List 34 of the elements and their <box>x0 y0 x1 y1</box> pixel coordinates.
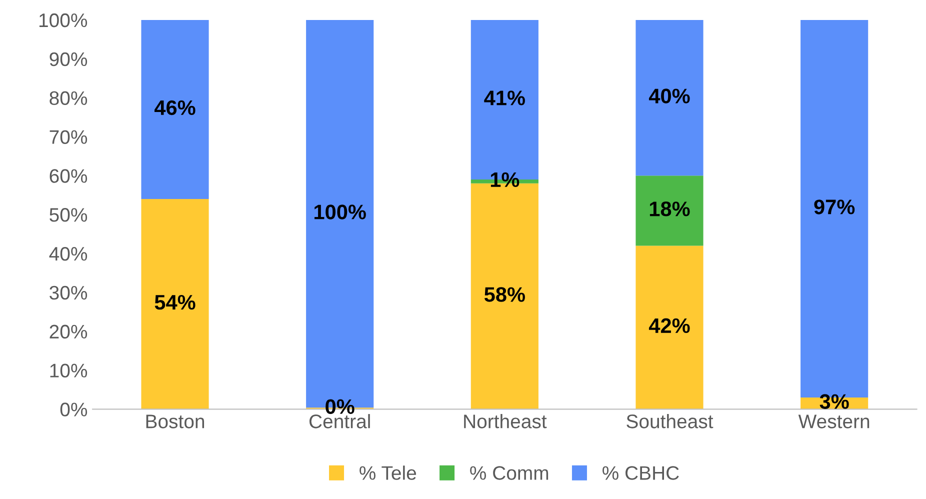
data-label: 46% <box>154 100 196 116</box>
data-label: 100% <box>314 204 366 220</box>
y-tick-label: 80% <box>50 91 88 106</box>
x-tick-label: Northeast <box>464 414 547 428</box>
x-tick-label: Southeast <box>626 414 714 428</box>
y-tick-label: 90% <box>50 52 88 66</box>
data-label: 3% <box>820 394 849 409</box>
legend-label: % Comm <box>470 466 548 480</box>
bar <box>636 176 704 246</box>
bar <box>141 199 209 410</box>
x-tick-label: Western <box>798 414 870 428</box>
y-tick-label: 70% <box>50 130 88 144</box>
data-label: 40% <box>648 88 690 104</box>
y-tick-label: 40% <box>49 246 88 261</box>
y-tick-label: 60% <box>50 169 88 183</box>
legend-label: % Tele <box>360 466 416 480</box>
data-label: 58% <box>484 287 525 302</box>
data-label: 97% <box>814 200 855 214</box>
y-tick-label: 100% <box>39 13 88 28</box>
legend-label: % CBHC <box>602 466 679 480</box>
bar <box>636 20 704 176</box>
y-tick-label: 50% <box>50 208 88 222</box>
data-label: 18% <box>650 202 690 216</box>
y-tick-label: 0% <box>60 402 88 416</box>
x-tick-label: Central <box>309 414 370 428</box>
y-tick-label: 20% <box>50 324 88 339</box>
y-tick-label: 10% <box>50 364 88 378</box>
data-label: 42% <box>648 318 690 333</box>
data-label: 54% <box>154 294 196 310</box>
y-tick-label: 30% <box>50 286 88 300</box>
bar <box>636 246 704 410</box>
data-label: 41% <box>484 90 525 106</box>
bar <box>141 20 209 199</box>
x-tick-label: Boston <box>146 414 204 428</box>
